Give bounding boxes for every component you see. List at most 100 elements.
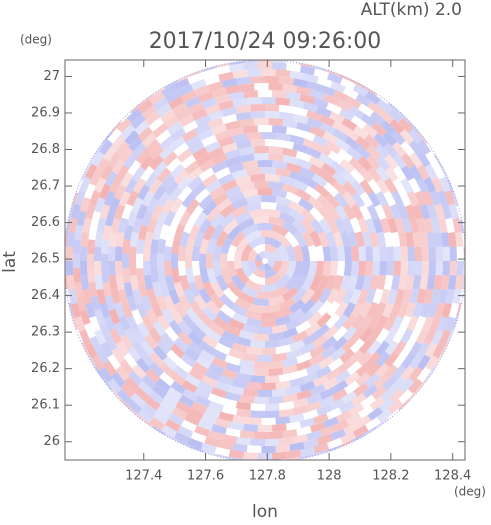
radar-cell xyxy=(141,105,157,120)
radar-cell xyxy=(130,393,146,408)
radar-cell xyxy=(250,76,265,84)
radar-cell xyxy=(141,94,154,105)
radar-cell xyxy=(268,295,286,306)
radar-cell xyxy=(429,316,441,332)
radar-cell xyxy=(155,377,172,393)
radar-cell xyxy=(399,191,412,207)
radar-cell xyxy=(325,193,341,209)
radar-cell xyxy=(372,288,384,305)
radar-cell xyxy=(144,172,159,189)
radar-cell xyxy=(224,156,241,168)
radar-cell xyxy=(192,261,201,277)
radar-cell xyxy=(285,456,300,460)
radar-cell xyxy=(242,352,258,362)
radar-cell xyxy=(328,150,344,165)
radar-cell xyxy=(87,354,97,368)
radar-cell xyxy=(202,334,218,349)
radar-cell xyxy=(198,218,212,235)
radar-cell xyxy=(367,191,381,208)
radar-cell xyxy=(305,322,321,337)
radar-cell xyxy=(256,291,274,299)
radar-cell xyxy=(384,166,399,183)
radar-cell xyxy=(348,105,365,120)
radar-cell xyxy=(141,210,153,227)
radar-cell xyxy=(351,313,366,330)
radar-cell xyxy=(245,309,262,320)
radar-cell xyxy=(369,111,386,126)
radar-cell xyxy=(406,315,419,332)
radar-cell xyxy=(282,364,298,375)
radar-cell xyxy=(326,217,340,234)
radar-cell xyxy=(281,220,299,236)
radar-cell xyxy=(168,412,185,426)
radar-cell xyxy=(140,165,155,182)
radar-cell xyxy=(419,302,431,318)
radar-cell xyxy=(253,361,269,369)
radar-cell xyxy=(436,190,449,206)
radar-cell xyxy=(235,336,252,347)
radar-cell xyxy=(257,187,273,196)
radar-cell xyxy=(380,386,396,402)
radar-cell xyxy=(241,285,259,299)
radar-cell xyxy=(248,261,258,274)
radar-cell xyxy=(332,336,348,351)
radar-cell xyxy=(185,238,195,255)
radar-cell xyxy=(260,311,278,320)
radar-cell xyxy=(74,281,84,298)
radar-cell xyxy=(400,261,408,276)
radar-cell xyxy=(181,419,197,432)
radar-cell xyxy=(183,288,196,305)
radar-cell xyxy=(181,379,198,394)
radar-cell xyxy=(145,368,161,384)
radar-cell xyxy=(168,186,183,203)
radar-cell xyxy=(440,274,450,290)
radar-cell xyxy=(355,145,372,160)
radar-cell xyxy=(447,232,457,248)
radar-cell xyxy=(358,405,374,419)
radar-cell xyxy=(213,261,223,278)
radar-cell xyxy=(271,125,288,134)
radar-cell xyxy=(302,409,319,421)
radar-cell xyxy=(434,203,445,220)
radar-cell xyxy=(298,197,314,212)
radar-cell xyxy=(181,313,197,330)
radar-cell xyxy=(275,97,291,106)
radar-cell xyxy=(173,169,189,185)
radar-cell xyxy=(246,69,262,77)
radar-cell xyxy=(265,76,280,84)
radar-cell xyxy=(120,111,132,123)
radar-cell xyxy=(135,148,151,165)
radar-cell xyxy=(275,167,292,178)
radar-cell xyxy=(228,126,245,137)
radar-cell xyxy=(222,218,239,235)
radar-cell xyxy=(162,151,178,167)
radar-cell xyxy=(438,288,448,305)
radar-cell xyxy=(384,154,399,170)
radar-cell xyxy=(332,180,348,197)
radar-cell xyxy=(169,136,186,151)
radar-cell xyxy=(161,307,175,324)
radar-cell xyxy=(309,384,326,397)
radar-cell xyxy=(201,374,218,388)
radar-cell xyxy=(272,261,282,274)
radar-cell xyxy=(202,281,216,298)
radar-cell xyxy=(228,318,245,331)
radar-cell xyxy=(199,349,216,363)
radar-cell xyxy=(359,191,374,208)
radar-cell xyxy=(66,261,74,276)
radar-cell xyxy=(339,439,354,448)
radar-cell xyxy=(246,346,262,355)
radar-cell xyxy=(271,423,287,432)
radar-cell xyxy=(337,148,354,163)
radar-cell xyxy=(282,429,298,439)
radar-cell xyxy=(100,164,114,181)
radar-cell xyxy=(367,166,382,183)
radar-cell xyxy=(366,204,380,221)
radar-cell xyxy=(300,244,310,261)
radar-cell xyxy=(255,253,263,261)
radar-cell xyxy=(340,431,356,445)
radar-cell xyxy=(285,61,300,66)
y-tick-label: 26.8 xyxy=(31,142,60,157)
radar-cell xyxy=(285,191,302,204)
radar-cell xyxy=(445,288,455,305)
